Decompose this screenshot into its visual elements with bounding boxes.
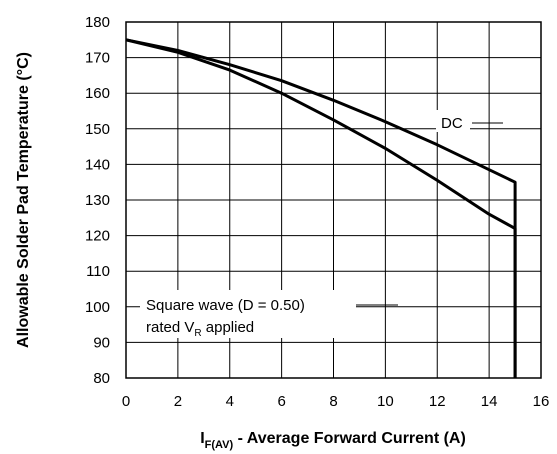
square-label-line1: Square wave (D = 0.50) <box>146 297 305 314</box>
y-tick-label: 110 <box>86 263 110 280</box>
x-tick-label: 10 <box>377 393 394 410</box>
x-axis-title-main: I <box>200 430 204 447</box>
series-line-square-wave <box>125 38 517 378</box>
x-axis-title: IF(AV) - Average Forward Current (A) <box>200 430 466 451</box>
x-axis-title-rest: - Average Forward Current (A) <box>233 430 466 447</box>
x-tick-label: 6 <box>277 393 285 410</box>
series-line-dc <box>125 38 517 378</box>
x-tick-labels: 0 2 4 6 8 10 12 14 16 <box>122 393 550 410</box>
series-group <box>125 38 517 378</box>
square-label-bg <box>140 290 356 338</box>
y-tick-label: 150 <box>85 121 110 138</box>
y-tick-label: 160 <box>85 85 110 102</box>
x-axis-title-sub: F(AV) <box>205 439 234 451</box>
square-label-vr-sub: R <box>194 328 201 339</box>
square-label-line2: rated VR applied <box>146 319 254 339</box>
dc-label: DC <box>441 115 463 132</box>
square-label-vr: rated V <box>146 319 194 336</box>
x-tick-label: 2 <box>174 393 182 410</box>
x-tick-label: 4 <box>226 393 234 410</box>
y-tick-label: 90 <box>93 334 110 351</box>
x-tick-label: 16 <box>533 393 550 410</box>
y-tick-label: 80 <box>93 370 110 387</box>
y-axis-title: Allowable Solder Pad Temperature (°C) <box>15 52 32 348</box>
y-tick-labels: 80 90 100 110 120 130 140 150 160 170 180 <box>85 14 110 387</box>
y-tick-label: 130 <box>85 192 110 209</box>
x-tick-label: 12 <box>429 393 446 410</box>
y-tick-label: 170 <box>85 50 110 67</box>
y-tick-label: 120 <box>85 228 110 245</box>
plot-frame <box>125 21 542 379</box>
x-tick-label: 8 <box>329 393 337 410</box>
square-label-applied: applied <box>202 319 255 336</box>
y-tick-label: 140 <box>85 156 110 173</box>
x-tick-label: 0 <box>122 393 130 410</box>
y-tick-label: 100 <box>85 299 110 316</box>
x-tick-label: 14 <box>481 393 498 410</box>
y-tick-label: 180 <box>85 14 110 31</box>
dc-label-bg <box>436 110 470 132</box>
